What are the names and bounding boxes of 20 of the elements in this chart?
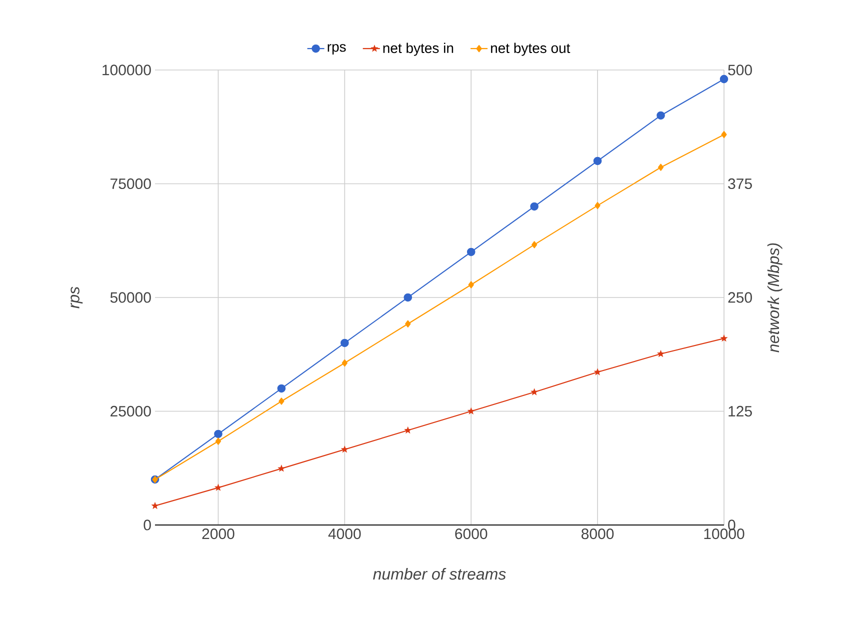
x-tick-label: 8000 (582, 528, 614, 540)
y-tick-label: 100000 (102, 64, 151, 76)
y-tick-label: 25000 (110, 406, 151, 417)
y-tick-label: 0 (144, 520, 151, 530)
y-axis-title: rps (70, 286, 83, 308)
y2-tick-label: 250 (728, 292, 752, 303)
y-tick-label: 50000 (110, 292, 151, 303)
y-tick-label: 75000 (110, 178, 151, 190)
y2-tick-label: 500 (728, 64, 752, 76)
legend-label: rps (328, 44, 346, 55)
y2-tick-label: 125 (728, 406, 752, 417)
legend-label: net bytes out (491, 42, 570, 56)
legend-label: net bytes in (383, 42, 454, 56)
x-axis-title: number of streams (373, 568, 506, 580)
x-tick-label: 10000 (704, 528, 744, 540)
x-tick-label: 6000 (455, 528, 488, 540)
x-tick-label: 2000 (202, 528, 234, 540)
y2-axis-title: network (Mbps) (767, 243, 782, 352)
y2-tick-label: 375 (728, 178, 752, 190)
x-tick-label: 4000 (328, 528, 361, 540)
